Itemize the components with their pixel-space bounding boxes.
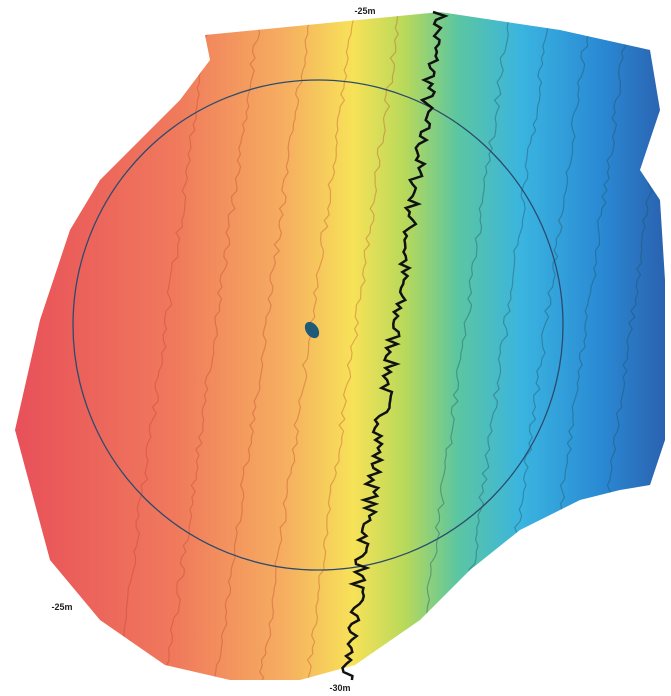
depth-label: -25m [354, 6, 375, 16]
depth-label: -30m [329, 683, 350, 693]
contour [305, 12, 402, 680]
depth-label: -25m [51, 602, 72, 612]
contour [111, 12, 213, 680]
survey-area [15, 12, 665, 680]
contour [162, 12, 263, 680]
contour [414, 12, 513, 680]
range-circle [72, 79, 564, 571]
target-marker [304, 321, 320, 339]
depth-contour-line [341, 10, 449, 681]
contour [213, 12, 312, 680]
contour [257, 12, 358, 680]
